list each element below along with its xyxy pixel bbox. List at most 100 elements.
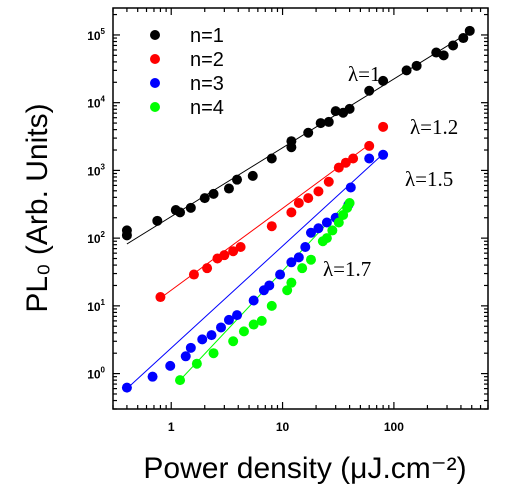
x-axis-title: Power density (μJ.cm⁻²)	[143, 452, 466, 485]
y-tick-label: 103	[87, 162, 105, 178]
annotations: λ=1 λ=1.2 λ=1.5 λ=1.7	[323, 62, 458, 281]
data-point	[248, 319, 259, 330]
legend-marker	[150, 102, 160, 112]
legend-marker	[150, 54, 160, 64]
legend-label: n=4	[190, 97, 224, 119]
data-point	[364, 140, 375, 151]
data-point	[464, 25, 475, 36]
data-point	[458, 33, 469, 44]
data-point	[223, 314, 234, 325]
slope-annotation: λ=1.7	[323, 257, 371, 281]
data-point	[286, 277, 297, 288]
data-point	[147, 371, 158, 382]
data-point	[266, 221, 277, 232]
data-point	[293, 198, 304, 209]
data-points	[121, 25, 475, 393]
data-point	[293, 252, 304, 263]
data-point	[340, 157, 351, 168]
data-point	[275, 269, 286, 280]
data-point	[286, 257, 297, 268]
data-point	[303, 127, 314, 138]
data-point	[364, 85, 375, 96]
data-point	[313, 186, 324, 197]
fit-line	[126, 153, 384, 389]
data-point	[286, 142, 297, 153]
data-point	[411, 60, 422, 71]
data-point	[208, 188, 219, 199]
x-tick-label: 100	[384, 420, 404, 434]
data-point	[401, 65, 412, 76]
data-point	[333, 162, 344, 173]
data-point	[300, 241, 311, 252]
data-point	[202, 263, 213, 274]
data-point	[248, 295, 259, 306]
data-point	[197, 334, 208, 345]
data-point	[315, 118, 326, 129]
data-point	[199, 193, 210, 204]
data-point	[219, 250, 230, 261]
data-point	[223, 183, 234, 194]
y-tick-label: 102	[87, 230, 105, 246]
data-point	[364, 153, 375, 164]
data-point	[175, 207, 186, 218]
data-point	[321, 217, 332, 228]
data-point	[235, 241, 246, 252]
data-point	[305, 254, 316, 265]
data-point	[216, 322, 227, 333]
data-point	[378, 75, 389, 86]
slope-annotation: λ=1	[348, 62, 381, 86]
data-point	[266, 153, 277, 164]
legend: n=1n=2n=3n=4	[150, 25, 224, 119]
data-point	[232, 174, 243, 185]
data-point	[378, 149, 389, 160]
data-point	[232, 310, 243, 321]
data-point	[266, 300, 277, 311]
slope-annotation: λ=1.5	[405, 167, 453, 191]
legend-label: n=3	[190, 73, 224, 95]
data-point	[303, 193, 314, 204]
data-point	[121, 230, 132, 241]
data-point	[378, 121, 389, 132]
data-point	[256, 315, 267, 326]
data-point	[344, 103, 355, 114]
data-point	[180, 351, 191, 362]
y-axis-title: PL₀ (Arb. Units)	[21, 103, 54, 312]
data-point	[327, 225, 338, 236]
data-point	[286, 207, 297, 218]
x-tick-label: 1	[168, 420, 175, 434]
x-tick-label: 10	[276, 420, 290, 434]
data-point	[238, 326, 249, 337]
data-point	[191, 358, 202, 369]
data-point	[185, 202, 196, 213]
data-point	[165, 360, 176, 371]
data-point	[208, 348, 219, 359]
data-point	[264, 280, 275, 291]
data-point	[438, 50, 449, 61]
data-point	[152, 215, 163, 226]
legend-label: n=1	[190, 25, 224, 47]
plot-frame	[112, 7, 489, 410]
data-point	[188, 269, 199, 280]
legend-marker	[150, 30, 160, 40]
data-point	[185, 342, 196, 353]
axis-ticks: 1 10 100 100 101 102 103 104 105	[87, 8, 489, 434]
y-tick-label: 101	[87, 298, 105, 314]
data-point	[333, 217, 344, 228]
data-point	[344, 198, 355, 209]
data-point	[348, 153, 359, 164]
legend-label: n=2	[190, 49, 224, 71]
data-point	[155, 292, 166, 303]
data-point	[247, 170, 258, 181]
legend-marker	[150, 78, 160, 88]
data-point	[323, 176, 334, 187]
data-point	[206, 330, 217, 341]
data-point	[323, 116, 334, 127]
data-point	[448, 40, 459, 51]
data-point	[313, 223, 324, 234]
data-point	[297, 263, 308, 274]
data-point	[282, 285, 293, 296]
data-point	[175, 375, 186, 386]
y-tick-label: 104	[87, 95, 105, 111]
y-tick-label: 100	[87, 366, 105, 382]
